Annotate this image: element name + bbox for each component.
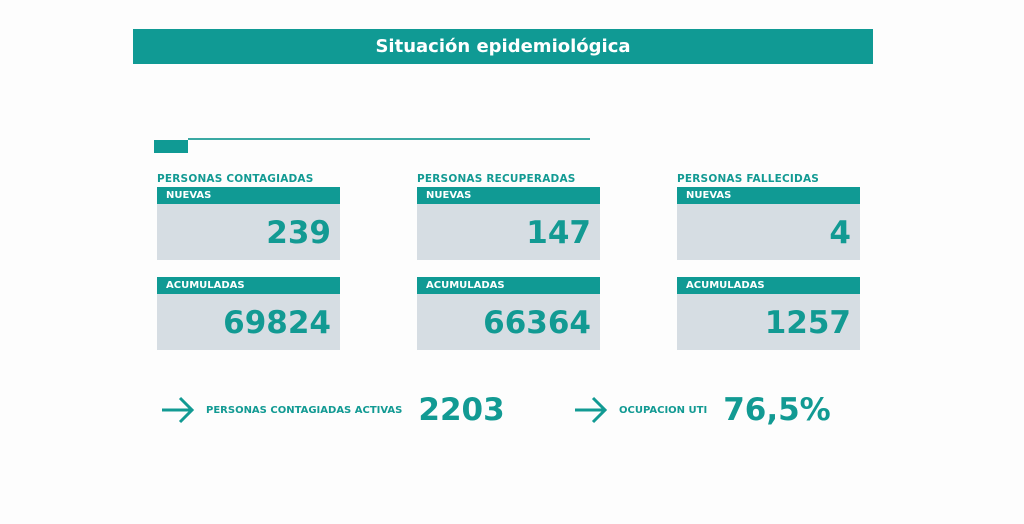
acc-value: 66364 xyxy=(417,294,600,350)
stat-column-contagiadas: PERSONAS CONTAGIADAS NUEVAS 239 ACUMULAD… xyxy=(157,173,340,350)
new-header: NUEVAS xyxy=(677,187,860,204)
acc-value: 69824 xyxy=(157,294,340,350)
stat-column-fallecidas: PERSONAS FALLECIDAS NUEVAS 4 ACUMULADAS … xyxy=(677,173,860,350)
summary-uti: OCUPACION UTI 76,5% xyxy=(573,392,831,428)
new-header: NUEVAS xyxy=(157,187,340,204)
stat-column-recuperadas: PERSONAS RECUPERADAS NUEVAS 147 ACUMULAD… xyxy=(417,173,600,350)
summary-label: PERSONAS CONTAGIADAS ACTIVAS xyxy=(206,404,403,416)
decorative-block xyxy=(154,140,188,153)
summary-label: OCUPACION UTI xyxy=(619,404,708,416)
acc-value: 1257 xyxy=(677,294,860,350)
category-label: PERSONAS RECUPERADAS xyxy=(417,173,576,185)
summary-active: PERSONAS CONTAGIADAS ACTIVAS 2203 xyxy=(160,392,505,428)
acc-header: ACUMULADAS xyxy=(157,277,340,294)
category-label: PERSONAS FALLECIDAS xyxy=(677,173,820,185)
acc-header: ACUMULADAS xyxy=(417,277,600,294)
new-value: 147 xyxy=(417,204,600,260)
page-title: Situación epidemiológica xyxy=(133,29,873,64)
new-header: NUEVAS xyxy=(417,187,600,204)
new-value: 4 xyxy=(677,204,860,260)
decorative-line xyxy=(188,138,590,140)
category-label: PERSONAS CONTAGIADAS xyxy=(157,173,314,185)
arrow-right-icon xyxy=(162,396,195,424)
arrow-right-icon xyxy=(575,396,608,424)
summary-value: 76,5% xyxy=(723,392,831,428)
summary-value: 2203 xyxy=(418,392,505,428)
new-value: 239 xyxy=(157,204,340,260)
acc-header: ACUMULADAS xyxy=(677,277,860,294)
